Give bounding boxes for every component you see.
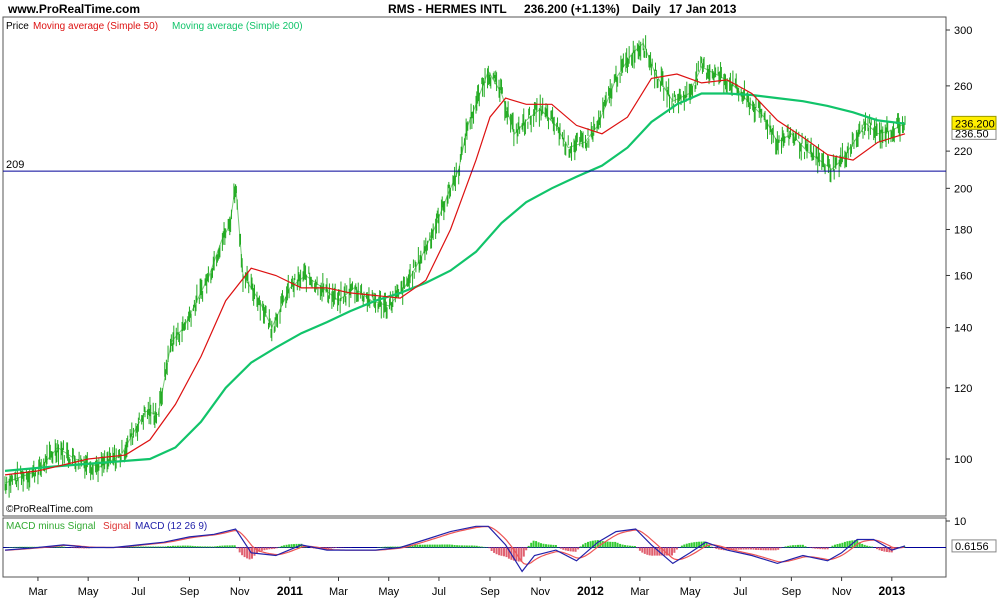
ma200-line (4, 92, 906, 472)
legend-macd-minus-signal: MACD minus Signal (6, 521, 95, 532)
x-tick-label: Sep (782, 586, 802, 598)
y-tick-label: 160 (954, 270, 972, 282)
secondary-value-text: 236.50 (955, 128, 989, 140)
site-label[interactable]: www.ProRealTime.com (7, 2, 140, 16)
x-tick-label: 2012 (577, 584, 604, 598)
y-tick-label: 260 (954, 81, 972, 93)
last-price-label: 236.200 (+1.13%) (524, 2, 620, 16)
signal-line (5, 525, 905, 565)
macd-y-axis: 10 (946, 516, 966, 528)
macd-histogram (6, 540, 906, 562)
y-tick-label: 120 (954, 383, 972, 395)
legend-macd: MACD (12 26 9) (135, 521, 207, 532)
x-tick-label: Nov (832, 586, 852, 598)
y-tick-label: 200 (954, 183, 972, 195)
x-tick-label: Mar (329, 586, 348, 598)
macd-series-layer (4, 525, 906, 573)
legend-signal: Signal (103, 521, 131, 532)
period-label: Daily (632, 2, 661, 16)
x-tick-label: May (680, 586, 701, 598)
legend-price: Price (6, 21, 29, 32)
macd-line (4, 525, 906, 573)
watermark: ©ProRealTime.com (6, 504, 93, 515)
x-tick-label: Jul (432, 586, 446, 598)
y-tick-label: 220 (954, 146, 972, 158)
main-legend: Price Moving average (Simple 50) Moving … (6, 21, 303, 32)
x-tick-label: Nov (530, 586, 550, 598)
horizontal-line-label: 209 (6, 159, 24, 171)
price-tags: 236.50 236.200 (951, 115, 997, 140)
y-tick-label: 180 (954, 224, 972, 236)
macd-tick-label: 10 (954, 516, 966, 528)
x-tick-label: May (378, 586, 399, 598)
main-panel (2, 16, 947, 517)
instrument-label: RMS - HERMES INTL (388, 2, 507, 16)
x-tick-label: 2013 (878, 584, 905, 598)
main-series-layer (4, 35, 906, 498)
current-price-text: 236.200 (955, 118, 995, 130)
x-tick-label: Mar (28, 586, 47, 598)
x-tick-label: May (78, 586, 99, 598)
current-price-tag (951, 115, 997, 130)
macd-legend: MACD minus Signal Signal MACD (12 26 9) (6, 521, 207, 532)
x-tick-label: 2011 (277, 584, 303, 598)
legend-ma50: Moving average (Simple 50) (33, 21, 158, 32)
x-tick-label: Nov (230, 586, 250, 598)
x-tick-label: Jul (733, 586, 747, 598)
legend-ma200: Moving average (Simple 200) (172, 21, 303, 32)
y-tick-label: 300 (954, 25, 972, 37)
x-tick-label: Sep (180, 586, 200, 598)
main-y-axis: 100 120 140 160 180 200 220 260 300 (946, 25, 972, 466)
y-tick-label: 140 (954, 323, 972, 335)
macd-value-tag (951, 539, 997, 553)
x-tick-label: Mar (630, 586, 649, 598)
price-line (4, 42, 906, 484)
x-tick-label: Sep (480, 586, 500, 598)
y-tick-label: 100 (954, 454, 972, 466)
ma50-line (4, 73, 906, 476)
x-axis: Mar May Jul Sep Nov 2011 Mar May Jul Sep Nov 2012 Ma… (28, 577, 905, 598)
date-label: 17 Jan 2013 (669, 2, 737, 16)
x-tick-label: Jul (131, 586, 145, 598)
macd-value-text: 0.6156 (955, 541, 989, 553)
